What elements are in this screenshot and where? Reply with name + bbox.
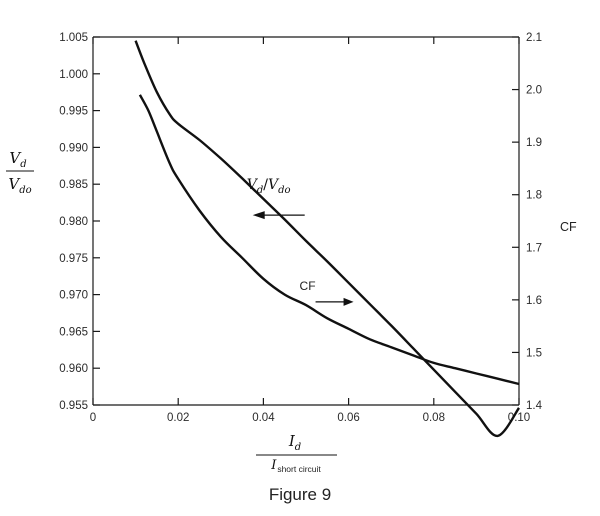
vd-vdo-label-main2: V	[268, 177, 280, 193]
vd-vdo-curve	[134, 40, 520, 438]
ylabel-left-denominator: V	[8, 175, 21, 193]
left-y-tick-label: 0.980	[59, 216, 88, 228]
ylabel-left-denominator-sub: do	[19, 185, 31, 196]
figure-caption: Figure 9	[269, 485, 331, 504]
vd-vdo-label-main1: V	[247, 177, 259, 193]
vd-vdo-series-label: Vd/Vdo	[247, 177, 291, 196]
x-tick-label: 0.06	[337, 412, 359, 424]
xlabel-denominator-sub: short circuit	[277, 464, 321, 474]
svg-text:Id: Id	[288, 432, 301, 453]
x-ticks: 0 0.02 0.04 0.06 0.08 0.10	[90, 37, 530, 424]
vd-vdo-label-sub1: d	[257, 185, 263, 196]
svg-text:Ishort circuit: Ishort circuit	[270, 458, 321, 474]
left-y-tick-label: 0.985	[59, 179, 88, 191]
left-y-tick-label: 0.965	[59, 326, 88, 338]
left-y-tick-label: 1.000	[59, 69, 88, 81]
right-y-tick-label: 2.0	[526, 85, 542, 97]
x-tick-label: 0.04	[252, 412, 275, 424]
left-y-tick-label: 0.995	[59, 106, 88, 118]
right-y-tick-label: 1.7	[526, 242, 542, 254]
right-y-ticks: 1.4 1.5 1.6 1.7 1.8 1.9 2.0 2.1	[512, 32, 543, 412]
cf-series-label: CF	[300, 279, 316, 293]
x-tick-label: 0.08	[423, 412, 445, 424]
vd-vdo-label-slash: /	[263, 177, 268, 193]
right-y-tick-label: 1.9	[526, 137, 542, 149]
right-y-axis-label: CF	[560, 220, 577, 234]
xlabel-denominator: I	[270, 458, 277, 473]
right-y-tick-label: 1.6	[526, 295, 542, 307]
left-y-axis-label: Vd Vdo	[6, 149, 34, 196]
xlabel-numerator-sub: d	[295, 442, 301, 453]
svg-text:Vd: Vd	[9, 149, 26, 170]
left-y-tick-label: 0.975	[59, 253, 88, 265]
left-y-tick-label: 0.960	[59, 363, 88, 375]
x-tick-label: 0.02	[167, 412, 189, 424]
left-y-tick-label: 1.005	[59, 32, 88, 44]
svg-text:Vdo: Vdo	[8, 175, 31, 196]
cf-curve	[138, 94, 520, 386]
left-y-tick-label: 0.990	[59, 142, 88, 154]
right-y-tick-label: 1.4	[526, 400, 543, 412]
x-axis-label: Id Ishort circuit	[256, 432, 337, 474]
series-curves	[134, 40, 520, 438]
vd-vdo-arrow-head	[252, 211, 265, 220]
right-y-tick-label: 1.8	[526, 190, 542, 202]
vd-vdo-label-sub2: do	[278, 185, 290, 196]
xlabel-numerator: I	[288, 432, 296, 450]
cf-arrow-head	[343, 297, 354, 306]
x-tick-label: 0	[90, 412, 96, 424]
right-y-tick-label: 1.5	[526, 347, 542, 359]
left-y-ticks: 0.955 0.960 0.965 0.970 0.975 0.980 0.985 0.990…	[59, 32, 100, 412]
left-y-tick-label: 0.970	[59, 290, 88, 302]
ylabel-left-numerator: V	[9, 149, 22, 167]
ylabel-left-numerator-sub: d	[20, 159, 26, 170]
right-y-tick-label: 2.1	[526, 32, 542, 44]
left-y-tick-label: 0.955	[59, 400, 88, 412]
series-annotations: Vd/Vdo CF	[247, 177, 354, 306]
